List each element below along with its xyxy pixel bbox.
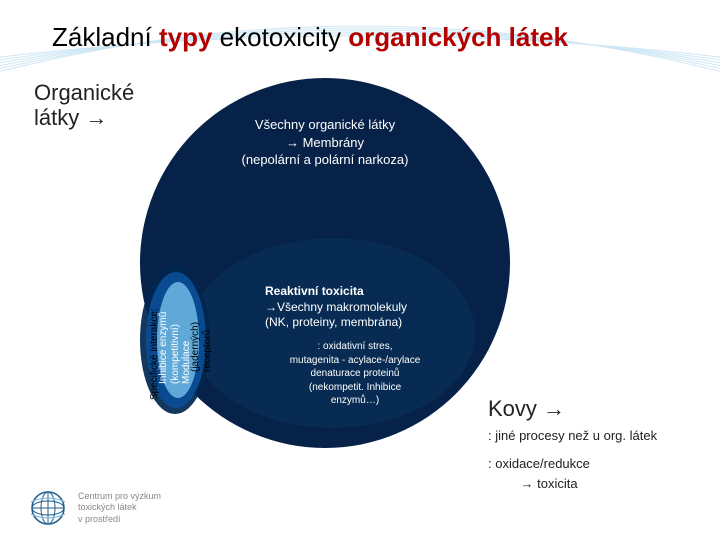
inner-circle: Reaktivní toxicita →Všechny makromolekul… — [190, 238, 475, 428]
inner-heading: Reaktivní toxicita — [265, 284, 450, 300]
vertical-label-mid: Inhibice enzymů (kompetitivní) Modulace — [158, 312, 193, 384]
kovy-body: : jiné procesy než u org. látek : oxidac… — [488, 426, 657, 494]
subtitle-line1: Organické — [34, 80, 134, 105]
kovy-heading: Kovy → — [488, 396, 565, 422]
kovy-line1: : jiné procesy než u org. látek — [488, 426, 657, 446]
title-pre: Základní — [52, 22, 159, 52]
venn-diagram: Všechny organické látky → Membrány (nepo… — [140, 78, 510, 448]
subtitle-organic: Organické látky → — [34, 80, 134, 131]
globe-icon — [28, 488, 68, 528]
footer-logo-text: Centrum pro výzkum toxických látek v pro… — [78, 491, 161, 525]
vertical-label-inner: (jaderných) receptorů — [190, 322, 213, 372]
outer-line3: (nepolární a polární narkoza) — [140, 151, 510, 169]
footer-logo: Centrum pro výzkum toxických látek v pro… — [28, 488, 161, 528]
kovy-line3: → toxicita — [488, 474, 657, 494]
subtitle-line2: látky → — [34, 105, 134, 130]
inner-line2: →Všechny makromolekuly — [265, 300, 450, 316]
page-title: Základní typy ekotoxicity organických lá… — [52, 22, 568, 53]
title-mid: ekotoxicity — [212, 22, 348, 52]
outer-circle-text: Všechny organické látky → Membrány (nepo… — [140, 116, 510, 169]
title-red2: organických látek — [348, 22, 568, 52]
inner-reasons: : oxidativní stres, mutagenita - acylace… — [255, 340, 455, 408]
title-red1: typy — [159, 22, 212, 52]
spacer — [488, 446, 657, 454]
kovy-line2: : oxidace/redukce — [488, 454, 657, 474]
logo-line1: Centrum pro výzkum — [78, 491, 161, 502]
inner-line3: (NK, proteiny, membrána) — [265, 315, 450, 331]
outer-line1: Všechny organické látky — [140, 116, 510, 134]
page-root: Základní typy ekotoxicity organických lá… — [0, 0, 720, 540]
inner-circle-text: Reaktivní toxicita →Všechny makromolekul… — [265, 284, 450, 331]
outer-line2: → Membrány — [140, 134, 510, 152]
logo-line3: v prostředí — [78, 514, 161, 525]
logo-line2: toxických látek — [78, 502, 161, 513]
